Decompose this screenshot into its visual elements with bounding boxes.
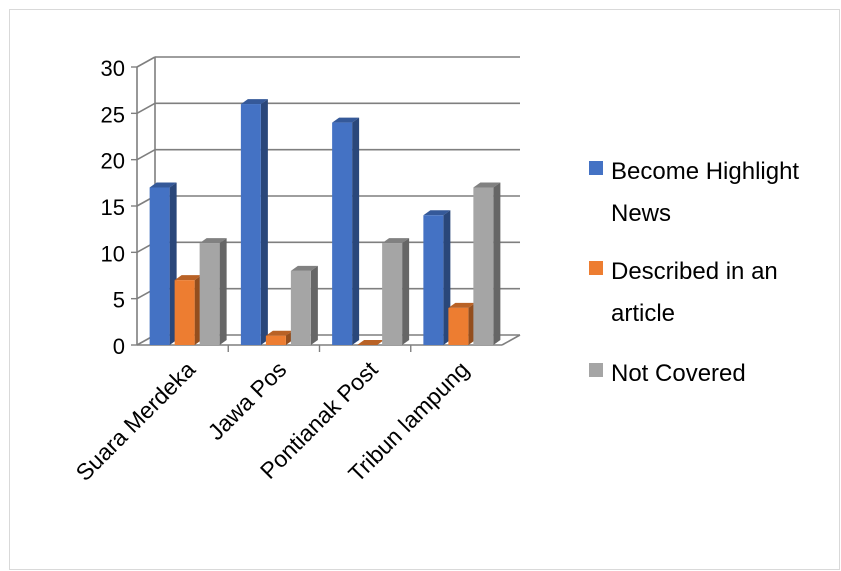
bar-side — [402, 238, 410, 345]
side-gridline — [136, 56, 156, 68]
bar-top — [423, 210, 451, 216]
bar-top — [199, 238, 227, 244]
y-tick-label: 0 — [113, 334, 125, 359]
bar — [382, 238, 410, 345]
bar — [473, 182, 501, 345]
bar-front — [174, 280, 195, 345]
bar-top — [149, 182, 177, 188]
bar-front — [473, 187, 494, 345]
bar-top — [290, 265, 318, 271]
legend-item: Described in an article — [589, 258, 778, 327]
y-tick-label: 10 — [101, 241, 125, 266]
bar-front — [382, 243, 403, 345]
legend: Become Highlight News Described in an artic… — [589, 158, 799, 387]
y-tick-label: 30 — [101, 56, 125, 81]
bar-front — [240, 104, 261, 345]
bar — [448, 302, 476, 345]
bar-front — [332, 122, 353, 345]
bar — [174, 275, 202, 345]
bar — [199, 238, 227, 345]
bar-top — [174, 275, 202, 281]
bar-top — [448, 302, 476, 308]
bar-top — [332, 117, 360, 123]
legend-item: Not Covered — [589, 360, 746, 387]
legend-swatch — [589, 363, 603, 377]
bar-side — [352, 117, 360, 345]
legend-swatch — [589, 161, 603, 175]
bar — [332, 117, 360, 345]
bar-front — [265, 335, 286, 345]
bar-top — [240, 99, 268, 105]
bar-top — [357, 340, 385, 345]
y-tick-label: 5 — [113, 288, 125, 313]
legend-item: Become Highlight News — [589, 158, 799, 227]
bar — [265, 330, 293, 345]
bar-front — [448, 307, 469, 345]
bar — [149, 182, 177, 345]
bar — [423, 210, 451, 345]
bar-front — [199, 243, 220, 345]
legend-swatch — [589, 261, 603, 275]
bars — [149, 99, 501, 345]
bar-front — [423, 215, 444, 345]
legend-label: Not Covered — [611, 360, 746, 387]
bar-side — [260, 99, 268, 345]
bar-top — [382, 238, 410, 244]
floor-edge — [501, 334, 521, 346]
bar-top — [265, 330, 293, 336]
bar — [290, 265, 318, 345]
bar-front — [290, 270, 311, 345]
legend-label: Become Highlight News — [611, 158, 799, 227]
y-tick-label: 20 — [101, 149, 125, 174]
legend-label: Described in an article — [611, 258, 778, 327]
y-tick-label: 25 — [101, 102, 125, 127]
bar — [357, 340, 385, 345]
bar-front — [149, 187, 170, 345]
side-gridline — [136, 102, 156, 115]
side-gridline — [136, 148, 156, 161]
bar-side — [310, 265, 318, 345]
bar-side — [493, 182, 501, 345]
bar-side — [219, 238, 227, 345]
bar-top — [473, 182, 501, 188]
bar — [240, 99, 268, 345]
y-tick-label: 15 — [101, 195, 125, 220]
